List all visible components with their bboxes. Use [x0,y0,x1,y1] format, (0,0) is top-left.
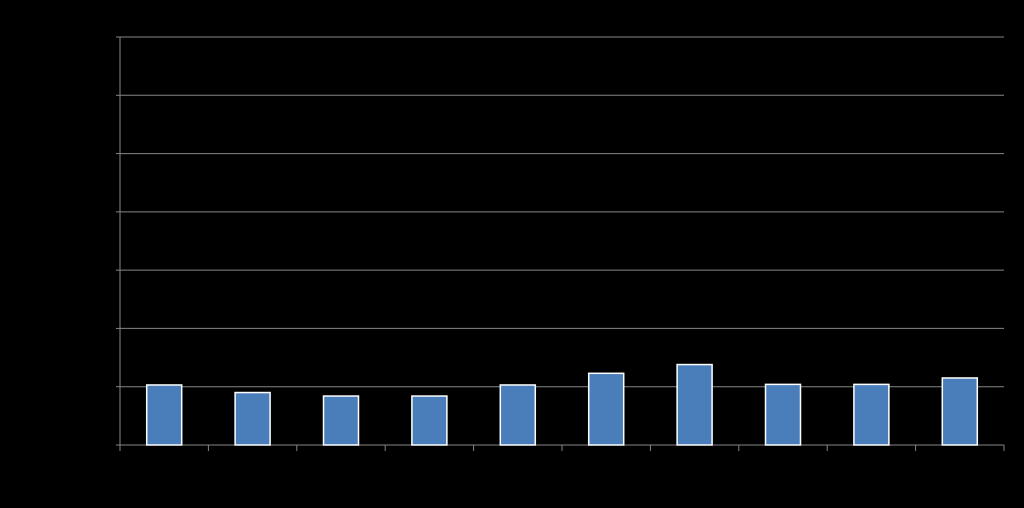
bar [941,377,979,446]
bar [499,384,537,446]
bar [145,384,183,446]
bar [234,391,271,446]
bars [145,363,979,446]
bar [322,395,360,446]
bar [411,395,448,446]
bar [676,363,713,446]
bar [764,383,802,446]
bar [587,372,625,446]
gridlines [120,36,1004,388]
bar [853,383,890,446]
